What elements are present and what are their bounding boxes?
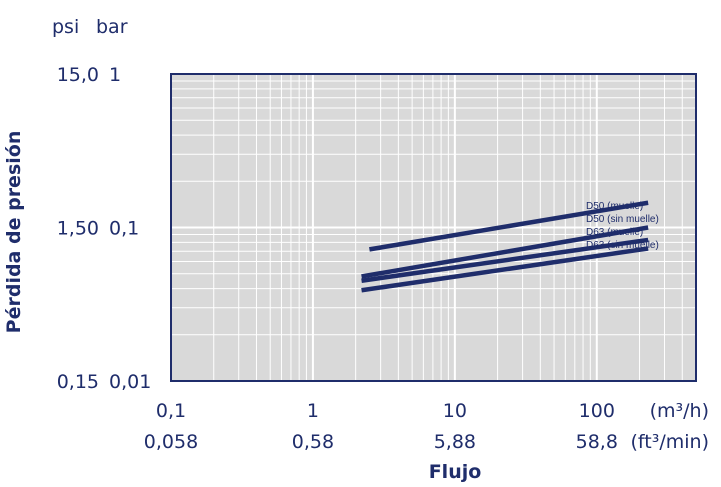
series-labels: D50 (muelle) D50 (sin muelle) D63 (muelle)… <box>586 201 659 251</box>
x-unit-ft3min: (ft³/min) <box>631 431 709 453</box>
plot-frame <box>170 73 697 382</box>
x-tick-label-alt: 58,8 <box>576 431 618 453</box>
y-tick-label-bar: 0,1 <box>109 218 139 240</box>
x-tick-label-alt: 0,58 <box>292 431 334 453</box>
series-line <box>361 225 649 279</box>
x-unit-m3h: (m³/h) <box>650 400 709 422</box>
series-label: D63 (sin muelle) <box>586 240 659 251</box>
y-unit-psi: psi <box>52 16 79 38</box>
series-line <box>361 237 649 283</box>
x-tick-label: 10 <box>443 400 467 422</box>
x-axis-title: Flujo <box>429 461 482 483</box>
y-tick-label-psi: 0,15 <box>57 371 99 393</box>
series-label: D50 (muelle) <box>586 201 643 212</box>
series-line <box>361 246 649 293</box>
y-tick-label-bar: 1 <box>109 64 121 86</box>
y-tick-label-psi: 15,0 <box>57 64 99 86</box>
series-label: D63 (muelle) <box>586 227 643 238</box>
x-tick-label: 1 <box>307 400 319 422</box>
y-axis-title: Pérdida de presión <box>3 131 25 334</box>
y-tick-label-bar: 0,01 <box>109 371 151 393</box>
series-lines <box>361 200 649 293</box>
y-unit-bar: bar <box>96 16 128 38</box>
series-label: D50 (sin muelle) <box>586 214 659 225</box>
x-tick-label-alt: 0,058 <box>144 431 198 453</box>
x-tick-label: 100 <box>579 400 615 422</box>
series-line <box>369 200 649 252</box>
x-tick-label: 0,1 <box>156 400 186 422</box>
x-tick-label-alt: 5,88 <box>434 431 476 453</box>
grid <box>171 74 696 381</box>
y-tick-label-psi: 1,50 <box>57 218 99 240</box>
